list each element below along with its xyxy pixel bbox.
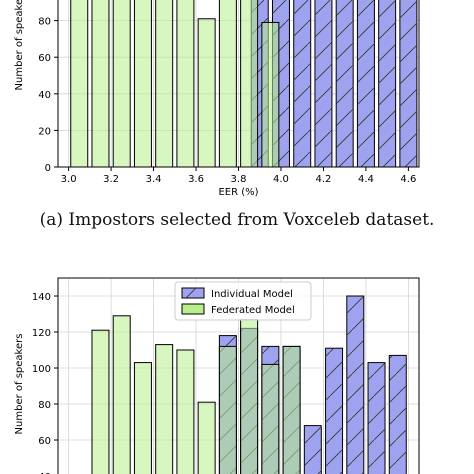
x-tick-label: 3.0 [61, 174, 77, 185]
bar-individual-hatch [368, 362, 386, 474]
bar-federated [197, 18, 216, 167]
bar-individual-hatch [399, 0, 417, 167]
legend: Individual Model Federated Model [174, 281, 312, 321]
legend-swatch-federated [181, 303, 205, 315]
bar-individual-hatch [346, 296, 364, 474]
bar-federated [91, 329, 110, 474]
y-tick-label: 40 [38, 472, 51, 474]
y-tick-label: 120 [32, 328, 51, 339]
bar-federated [112, 0, 131, 167]
x-tick-label: 4.6 [400, 174, 416, 185]
bar-federated [218, 345, 237, 474]
bar-individual-hatch [314, 0, 332, 167]
bar-individual-hatch [293, 0, 311, 167]
bars [70, 0, 418, 167]
y-tick-label: 40 [38, 90, 51, 101]
x-tick-label: 3.4 [146, 174, 162, 185]
bar-federated [91, 0, 110, 167]
bar-individual-hatch [357, 0, 375, 167]
legend-swatch-individual-hatch [182, 288, 204, 298]
bar-federated [240, 0, 259, 167]
bar-federated [240, 318, 259, 474]
legend-label-individual: Individual Model [211, 289, 293, 300]
x-tick-label: 3.2 [103, 174, 119, 185]
bar-federated [261, 21, 280, 167]
bar-federated [155, 0, 174, 167]
y-tick-label: 80 [38, 17, 51, 28]
y-tick-label: 80 [38, 400, 51, 411]
caption-a: (a) Impostors selected from Voxceleb dat… [39, 210, 435, 230]
bar-individual-hatch [304, 425, 322, 474]
y-tick-label: 60 [38, 53, 51, 64]
bar-federated [133, 362, 152, 474]
y-tick-label: 140 [32, 292, 51, 303]
y-tick-label: 0 [45, 163, 51, 174]
bar-individual-hatch [389, 355, 407, 474]
chart-eer-voxceleb: 0 20 40 60 80 3.0 3.2 3.4 3.6 3.8 4.0 4.2 4.4 4.6 EER … [14, 0, 420, 198]
bar-federated [112, 315, 131, 474]
x-tick-label: 4.2 [315, 174, 331, 185]
y-axis-label: Number of speakers [14, 0, 25, 90]
bar-federated [282, 345, 301, 474]
bars [91, 295, 407, 474]
y-tick-label: 100 [32, 364, 51, 375]
x-tick-label: 4.4 [358, 174, 374, 185]
bar-individual-hatch [378, 0, 396, 167]
y-tick-label: 60 [38, 436, 51, 447]
x-tick-label: 4.0 [273, 174, 289, 185]
bar-federated [176, 349, 195, 474]
legend-box [174, 281, 312, 321]
bar-federated [155, 344, 174, 474]
bar-federated [218, 0, 237, 167]
bar-federated [70, 0, 89, 167]
y-axis-label: Number of speakers [14, 334, 25, 435]
bar-individual-hatch [336, 0, 354, 167]
x-tick-label: 3.6 [188, 174, 204, 185]
legend-label-federated: Federated Model [211, 305, 295, 316]
y-tick-label: 20 [38, 126, 51, 137]
x-axis-label: EER (%) [218, 187, 258, 198]
bar-individual-hatch [325, 348, 343, 474]
plot-frame [57, 277, 420, 474]
x-tick-label: 3.8 [231, 174, 247, 185]
bar-federated [261, 363, 280, 474]
bar-federated [176, 0, 195, 167]
bar-federated [133, 0, 152, 167]
bar-federated [197, 401, 216, 474]
chart-eer-second: 40 60 80 100 120 140 Number of speakers Individ… [14, 277, 420, 474]
